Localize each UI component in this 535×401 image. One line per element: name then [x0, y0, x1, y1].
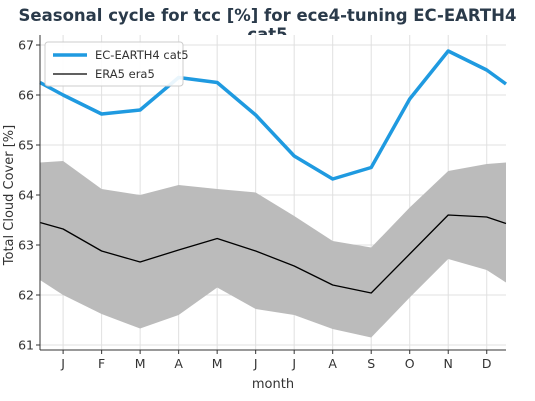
- x-tick-label: J: [253, 356, 258, 371]
- axes-layer: [39, 35, 506, 351]
- legend: EC-EARTH4 cat5 ERA5 era5: [44, 41, 189, 87]
- spread-band-layer: [40, 161, 506, 338]
- y-tick-label: 66: [18, 88, 34, 103]
- x-tick-label: J: [291, 356, 296, 371]
- x-axis-label: month: [252, 377, 294, 392]
- x-tick-label: F: [98, 356, 105, 371]
- series-layer: [39, 49, 508, 294]
- legend-frame: [44, 41, 184, 87]
- y-tick-label: 64: [18, 188, 34, 203]
- x-tick-label: N: [444, 356, 453, 371]
- ticks-layer: 61 62 63 64 65 66 67 J F M A M J J A S O N D: [18, 38, 491, 372]
- legend-entry-label: ERA5 era5: [95, 67, 155, 81]
- era5-series-line: [39, 214, 507, 294]
- y-tick-label: 65: [18, 138, 34, 153]
- y-tick-label: 62: [18, 288, 34, 303]
- y-tick-label: 61: [18, 338, 34, 353]
- x-tick-label: M: [135, 356, 146, 371]
- x-tick-label: J: [60, 356, 65, 371]
- x-tick-label: M: [212, 356, 223, 371]
- ec-earth4-series-line: [39, 49, 508, 181]
- x-tick-label: A: [174, 356, 183, 371]
- y-tick-label: 63: [18, 238, 34, 253]
- y-tick-label: 67: [18, 38, 34, 53]
- x-tick-label: O: [405, 356, 415, 371]
- y-axis-label: Total Cloud Cover [%]: [2, 125, 17, 266]
- x-tick-label: S: [367, 356, 375, 371]
- x-tick-label: D: [482, 356, 492, 371]
- legend-entry-label: EC-EARTH4 cat5: [95, 48, 189, 62]
- x-tick-label: A: [328, 356, 337, 371]
- era5-spread-band: [40, 161, 506, 338]
